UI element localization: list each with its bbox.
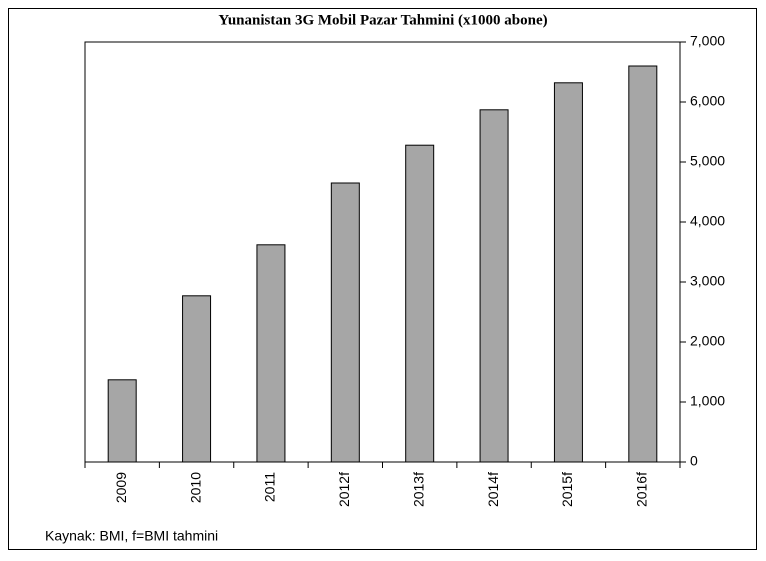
y-tick-label: 6,000 (690, 93, 725, 109)
chart-title: Yunanistan 3G Mobil Pazar Tahmini (x1000… (218, 12, 547, 28)
x-tick-label: 2010 (187, 472, 203, 503)
bar (107, 379, 137, 463)
y-tick-label: 2,000 (690, 333, 725, 349)
bar (256, 244, 286, 463)
x-tick-label: 2012f (336, 472, 352, 507)
y-tick-label: 1,000 (690, 393, 725, 409)
bar (405, 144, 435, 463)
y-tick-label: 4,000 (690, 213, 725, 229)
bar (479, 109, 509, 463)
plot-border (84, 41, 680, 462)
y-tick-label: 7,000 (690, 33, 725, 49)
x-tick-label: 2013f (410, 472, 426, 507)
x-tick-label: 2009 (113, 472, 129, 503)
bar (330, 182, 360, 463)
x-tick-label: 2011 (262, 472, 278, 502)
bar (553, 82, 583, 463)
y-tick-label: 5,000 (690, 153, 725, 169)
source-note: Kaynak: BMI, f=BMI tahmini (45, 528, 218, 544)
y-tick-label: 3,000 (690, 273, 725, 289)
bar (628, 65, 658, 463)
bar (182, 295, 212, 463)
x-tick-label: 2014f (485, 472, 501, 507)
x-tick-label: 2016f (634, 472, 650, 507)
y-tick-label: 0 (690, 453, 698, 469)
x-tick-label: 2015f (559, 472, 575, 507)
